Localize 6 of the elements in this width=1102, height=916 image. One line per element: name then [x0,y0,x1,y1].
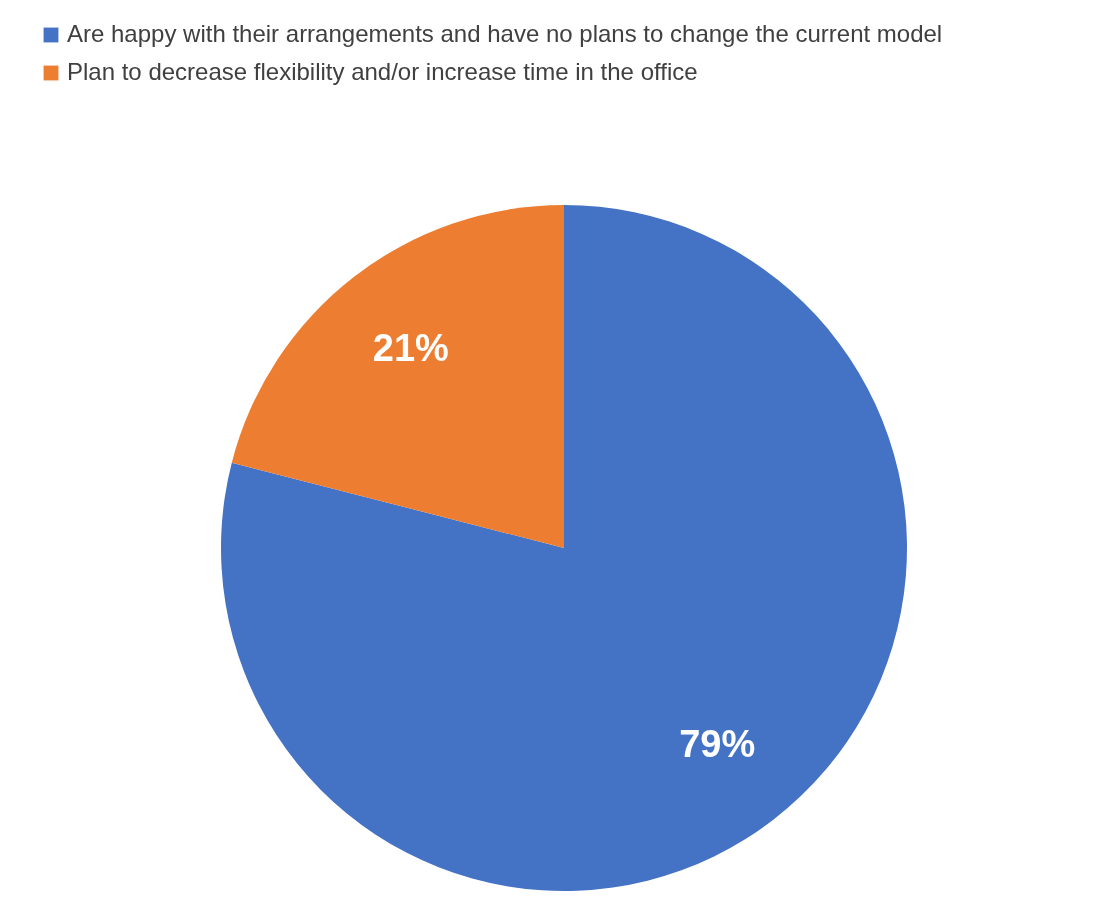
pie-slice [231,205,564,548]
legend-label: Plan to decrease flexibility and/or increase time in the office [67,58,698,85]
pie-slice [221,205,907,891]
data-label: 21% [372,327,449,370]
data-label: 79% [679,722,756,765]
legend-label: Are happy with their arrangements and have no plans to change the current model [67,20,943,47]
